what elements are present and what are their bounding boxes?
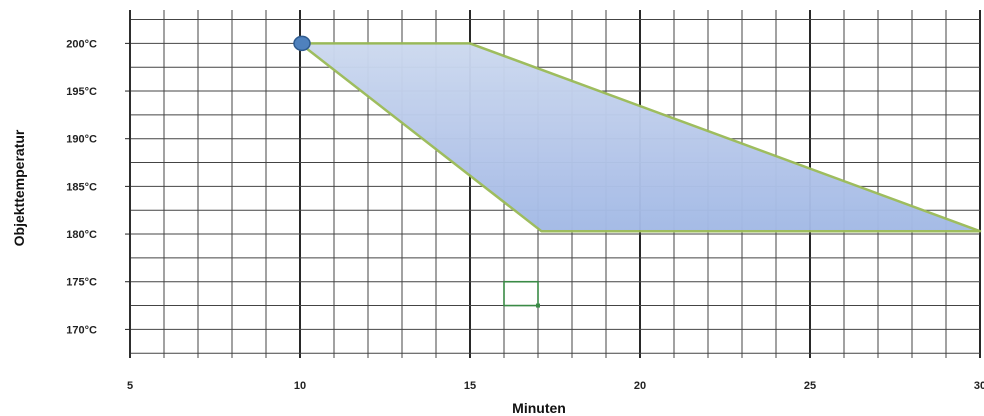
plot-region [298, 42, 982, 233]
x-tick-label: 30 [974, 380, 984, 392]
y-tick-label: 170°C [66, 324, 97, 336]
y-tick-label: 185°C [66, 181, 97, 193]
y-tick-label: 190°C [66, 134, 97, 146]
x-tick-label: 10 [294, 380, 306, 392]
y-tick-label: 180°C [66, 229, 97, 241]
y-tick-label: 175°C [66, 277, 97, 289]
y-tick-label: 195°C [66, 86, 97, 98]
y-axis-ticks: 170°C 175°C 180°C 185°C 190°C 195°C 200°C [66, 38, 97, 336]
x-axis-label: Minuten [512, 400, 566, 416]
y-axis-label: Objekttemperatur [11, 129, 27, 246]
x-tick-label: 25 [804, 380, 816, 392]
plot-marks [293, 35, 540, 308]
x-tick-label: 5 [127, 380, 133, 392]
selection-box-handle [536, 303, 540, 308]
start-point-marker [293, 35, 311, 52]
x-axis-ticks: 5 10 15 20 25 30 [127, 380, 984, 392]
y-tick-label: 200°C [66, 38, 97, 50]
x-tick-label: 20 [634, 380, 646, 392]
selection-box [503, 280, 539, 307]
temperature-time-region [298, 42, 982, 233]
x-tick-label: 15 [464, 380, 476, 392]
